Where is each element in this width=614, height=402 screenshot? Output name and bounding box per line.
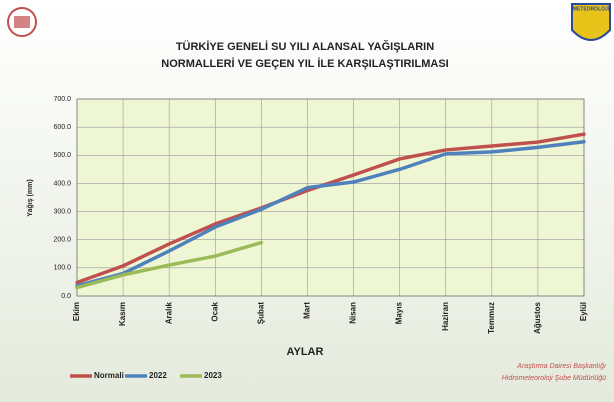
x-tick-label: Ağustos — [533, 301, 542, 334]
legend-label: Normali — [94, 371, 124, 380]
y-tick-label: 400.0 — [53, 180, 71, 187]
plot-border — [76, 98, 585, 297]
x-tick-label: Kasım — [118, 302, 127, 326]
x-tick-label: Aralık — [164, 301, 173, 324]
legend-label: 2023 — [204, 371, 222, 380]
logo-text: METEOROLOJİ — [573, 5, 610, 12]
plot-area — [77, 99, 584, 296]
series-line — [75, 132, 586, 285]
x-tick-label: Nisan — [349, 302, 358, 324]
meteoroloji-logo: METEOROLOJİ — [571, 3, 611, 41]
y-tick-label: 700.0 — [53, 96, 71, 103]
chart-subtitle: NORMALLERİ VE GEÇEN YIL İLE KARŞILAŞTIRI… — [161, 57, 448, 70]
y-tick-label: 300.0 — [53, 208, 71, 215]
y-tick-label: 100.0 — [53, 265, 71, 272]
y-tick-label: 600.0 — [53, 124, 71, 131]
chart-title: TÜRKİYE GENELİ SU YILI ALANSAL YAĞIŞLARI… — [176, 40, 434, 53]
x-tick-label: Ekim — [72, 302, 81, 321]
footer-line: Hidrometeoroloji Şube Müdürlüğü — [502, 375, 606, 382]
ministry-logo — [7, 7, 37, 37]
y-axis-label: Yağış (mm) — [27, 179, 34, 216]
x-tick-label: Ocak — [210, 301, 219, 321]
x-tick-label: Mayıs — [395, 301, 404, 324]
x-tick-label: Eylül — [579, 302, 588, 321]
footer-line: Araştırma Dairesi Başkanlığı — [516, 363, 606, 370]
x-tick-label: Haziran — [441, 302, 450, 331]
x-tick-label: Mart — [303, 302, 312, 319]
series-line — [75, 240, 264, 290]
x-tick-label: Şubat — [256, 302, 265, 325]
x-tick-label: Temmuz — [487, 302, 496, 334]
series-line — [75, 140, 586, 288]
legend-label: 2022 — [149, 371, 167, 380]
x-axis-label: AYLAR — [287, 346, 324, 358]
y-tick-label: 200.0 — [53, 237, 71, 244]
y-tick-label: 0.0 — [61, 293, 71, 300]
y-tick-label: 500.0 — [53, 152, 71, 159]
